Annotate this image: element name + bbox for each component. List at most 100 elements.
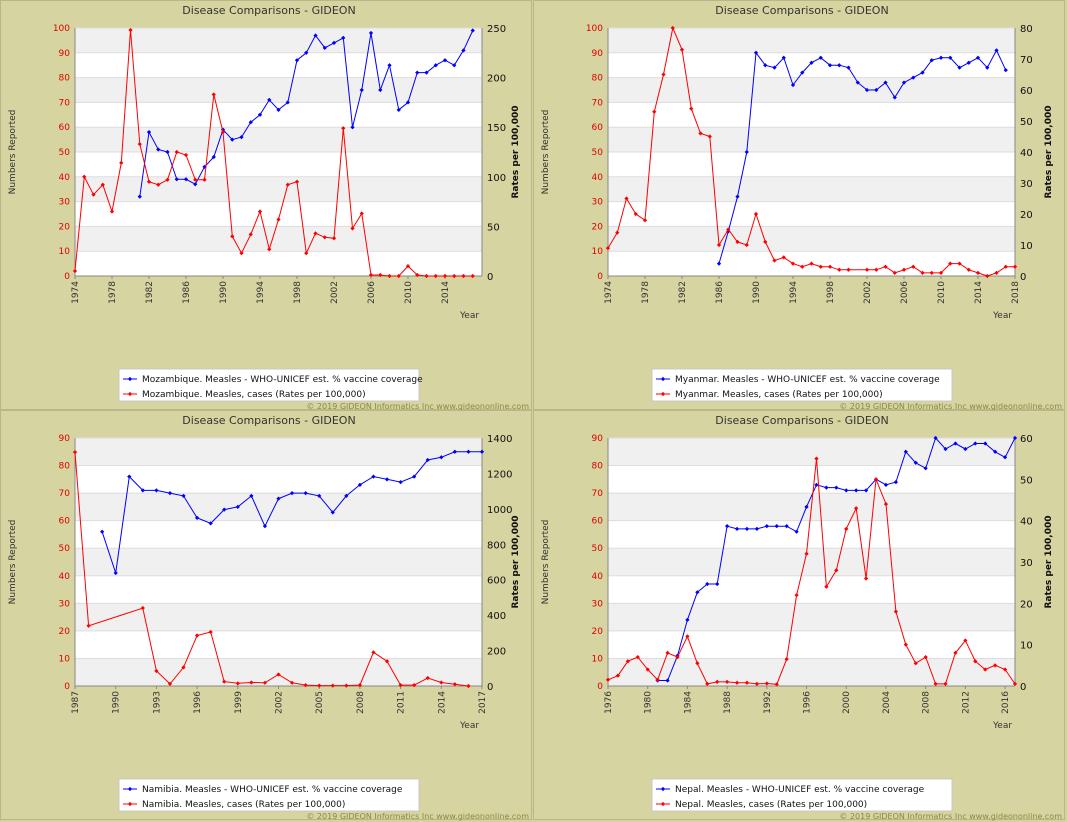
data-point-1 [235, 504, 240, 510]
legend-box [651, 368, 953, 402]
legend-box [118, 778, 420, 812]
x-tick-label: 1996 [193, 691, 203, 714]
data-point-1 [863, 488, 869, 493]
y-tick-label-right: 200 [487, 647, 506, 658]
data-point-1 [167, 490, 173, 496]
y-tick-label-right: 50 [1020, 475, 1033, 486]
chart-title: Disease Comparisons - GIDEON [715, 414, 888, 427]
data-point-2 [398, 682, 403, 688]
data-point-2 [109, 209, 115, 214]
data-point-2 [715, 679, 720, 684]
y-axis-label-right: Rates per 100,000 [1044, 515, 1054, 608]
x-tick-label: 1994 [789, 281, 799, 304]
x-tick-label: 2010 [404, 281, 414, 304]
data-point-2 [920, 270, 925, 276]
footer-copyright: © 2019 GIDEON Informatics Inc www.gideon… [306, 402, 529, 411]
x-tick-label: 1993 [152, 691, 162, 714]
y-tick-label-left: 30 [592, 599, 604, 609]
data-point-2 [100, 182, 105, 187]
y-tick-label-left: 30 [592, 198, 604, 208]
data-point-2 [412, 682, 417, 688]
data-point-2 [818, 264, 823, 269]
data-point-2 [698, 131, 703, 136]
data-point-2 [220, 130, 226, 135]
data-point-2 [249, 680, 254, 685]
legend-label-2: Nepal. Measles, cases (Rates per 100,000… [675, 800, 867, 810]
plot-band [75, 548, 482, 576]
plot-band [75, 658, 482, 686]
y-tick-label-right: 60 [1020, 86, 1033, 97]
legend-box [651, 778, 953, 812]
data-point-2 [615, 230, 620, 235]
data-point-2 [91, 192, 96, 197]
legend-marker-1 [127, 376, 133, 382]
data-point-1 [744, 526, 750, 532]
y-tick-label-left: 20 [592, 222, 604, 232]
x-tick-label: 1980 [644, 691, 654, 714]
y-tick-label-left: 90 [59, 434, 71, 444]
y-tick-label-left: 80 [592, 74, 604, 84]
y-axis-label-left: Numbers Reported [8, 520, 18, 605]
data-point-2 [461, 273, 466, 279]
x-tick-label: 1992 [763, 691, 773, 714]
y-tick-label-right: 50 [487, 222, 500, 233]
data-point-2 [396, 273, 401, 279]
data-point-2 [415, 272, 420, 278]
series-line-2 [607, 458, 1016, 685]
y-tick-label-right: 0 [487, 682, 493, 693]
data-point-2 [156, 182, 161, 187]
data-point-2 [433, 273, 438, 279]
y-tick-label-right: 200 [487, 74, 506, 85]
y-axis-label-right: Rates per 100,000 [1044, 105, 1054, 198]
y-axis-label-left: Numbers Reported [541, 110, 551, 195]
y-tick-label-right: 0 [1020, 272, 1026, 283]
x-tick-label: 1974 [71, 281, 81, 304]
y-tick-label-left: 0 [64, 272, 70, 282]
x-tick-label: 1990 [752, 281, 762, 304]
data-point-2 [304, 251, 309, 256]
data-point-1 [754, 526, 760, 532]
y-tick-label-left: 80 [59, 462, 71, 472]
x-tick-label: 1976 [604, 691, 614, 714]
data-point-1 [137, 194, 142, 199]
y-tick-label-left: 50 [59, 148, 71, 158]
data-point-1 [239, 134, 244, 140]
y-tick-label-left: 10 [592, 654, 604, 664]
x-tick-label: 1998 [826, 281, 836, 304]
y-tick-label-left: 40 [59, 173, 71, 183]
y-tick-label-right: 40 [1020, 517, 1033, 528]
footer-copyright: © 2019 GIDEON Informatics Inc www.gideon… [839, 402, 1062, 411]
data-point-1 [735, 194, 740, 199]
data-point-2 [642, 218, 648, 223]
y-tick-label-right: 10 [1020, 641, 1033, 652]
y-tick-label-left: 40 [59, 572, 71, 582]
data-point-2 [893, 609, 898, 614]
chart-title: Disease Comparisons - GIDEON [182, 414, 355, 427]
chart-panel-4: Disease Comparisons - GIDEON 0 10 20 30 40 50 6… [533, 410, 1065, 821]
data-point-1 [913, 460, 918, 465]
y-tick-label-left: 40 [592, 173, 604, 183]
data-point-2 [764, 681, 769, 686]
data-point-2 [883, 264, 888, 269]
data-point-1 [140, 488, 145, 493]
y-tick-label-left: 70 [59, 489, 71, 499]
data-point-2 [128, 27, 133, 33]
y-tick-label-right: 400 [487, 611, 506, 622]
data-point-2 [1002, 667, 1008, 672]
data-point-2 [983, 667, 988, 672]
y-tick-label-right: 70 [1020, 55, 1033, 66]
data-point-2 [923, 654, 928, 660]
y-axis-label-left: Numbers Reported [541, 520, 551, 605]
data-point-2 [827, 264, 833, 269]
y-tick-label-right: 100 [487, 173, 506, 184]
x-tick-label: 2012 [961, 691, 971, 714]
data-point-1 [973, 441, 978, 446]
data-point-1 [933, 435, 938, 441]
data-point-2 [726, 227, 731, 232]
data-point-2 [790, 261, 796, 266]
y-tick-label-left: 10 [59, 247, 71, 257]
data-point-2 [707, 134, 712, 139]
data-point-2 [146, 179, 152, 184]
data-point-2 [716, 242, 722, 248]
legend-marker-2 [127, 391, 133, 397]
